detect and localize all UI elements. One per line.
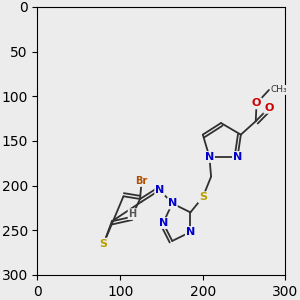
Text: S: S [199, 192, 207, 202]
Text: O: O [264, 103, 274, 113]
Text: O: O [252, 98, 261, 108]
Text: S: S [100, 238, 108, 249]
Text: H: H [128, 209, 136, 219]
Text: Br: Br [136, 176, 148, 186]
Text: N: N [233, 152, 242, 162]
Text: N: N [205, 152, 214, 162]
Text: CH₃: CH₃ [271, 85, 287, 94]
Text: N: N [186, 227, 195, 237]
Text: N: N [168, 198, 177, 208]
Text: N: N [158, 218, 168, 228]
Text: N: N [155, 185, 164, 195]
